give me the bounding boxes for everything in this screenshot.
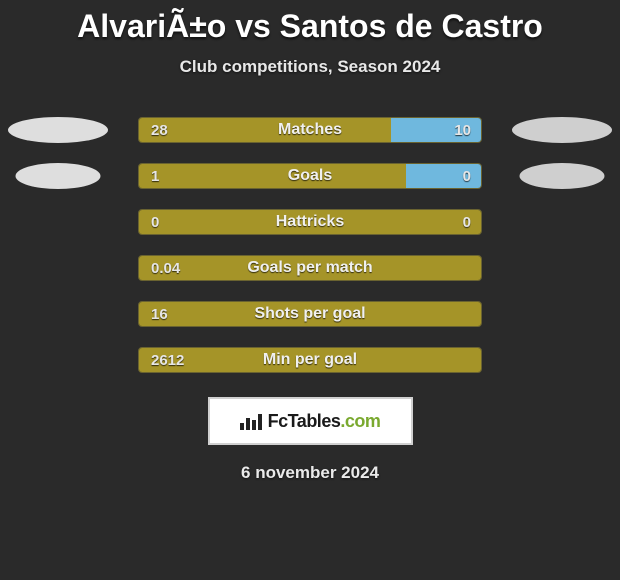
stat-row: Goals per match0.04 xyxy=(8,255,612,281)
brand-suffix: .com xyxy=(340,411,380,431)
stat-row: Shots per goal16 xyxy=(8,301,612,327)
stat-row: Min per goal2612 xyxy=(8,347,612,373)
brand-chart-icon xyxy=(240,412,262,430)
stat-bar: Min per goal2612 xyxy=(138,347,482,373)
stat-bar: Goals10 xyxy=(138,163,482,189)
stat-bar-right xyxy=(391,118,481,142)
stat-bar-left xyxy=(139,164,406,188)
brand-prefix: FcTables xyxy=(268,411,341,431)
subtitle: Club competitions, Season 2024 xyxy=(0,57,620,77)
stat-bar: Shots per goal16 xyxy=(138,301,482,327)
brand-text: FcTables.com xyxy=(268,411,381,432)
date-line: 6 november 2024 xyxy=(0,463,620,483)
team-logo-left xyxy=(8,255,108,281)
stat-bar-left xyxy=(139,118,391,142)
stat-bar-left xyxy=(139,256,481,280)
footer-brand-card: FcTables.com xyxy=(208,397,413,445)
team-logo-left xyxy=(8,117,108,143)
team-logo-right xyxy=(512,301,612,327)
team-logo-left xyxy=(16,163,101,189)
stat-bar: Matches2810 xyxy=(138,117,482,143)
team-logo-left xyxy=(8,347,108,373)
stat-row: Matches2810 xyxy=(8,117,612,143)
team-logo-right xyxy=(512,117,612,143)
stat-bar: Goals per match0.04 xyxy=(138,255,482,281)
stats-area: Matches2810 Goals10 Hattricks00 Goals per m… xyxy=(0,117,620,373)
stat-bar: Hattricks00 xyxy=(138,209,482,235)
stat-row: Hattricks00 xyxy=(8,209,612,235)
team-logo-left xyxy=(8,301,108,327)
stat-row: Goals10 xyxy=(8,163,612,189)
stat-bar-right xyxy=(406,164,481,188)
team-logo-right xyxy=(512,347,612,373)
page-title: AlvariÃ±o vs Santos de Castro xyxy=(0,0,620,45)
team-logo-right xyxy=(520,163,605,189)
team-logo-right xyxy=(512,209,612,235)
team-logo-right xyxy=(512,255,612,281)
stat-bar-left xyxy=(139,210,481,234)
stat-bar-left xyxy=(139,348,481,372)
team-logo-left xyxy=(8,209,108,235)
stat-bar-left xyxy=(139,302,481,326)
